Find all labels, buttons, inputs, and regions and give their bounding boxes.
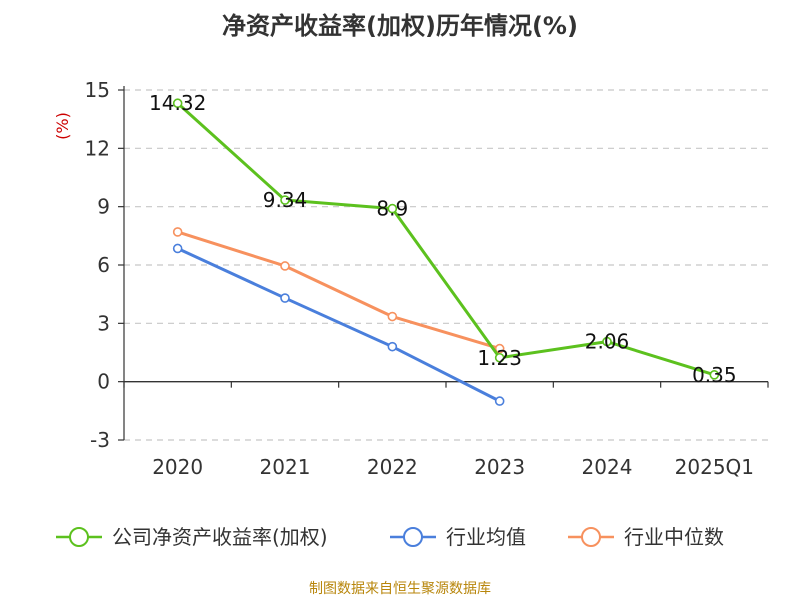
y-axis-label: (%)	[53, 112, 72, 140]
grid-layer	[124, 89, 768, 441]
legend-marker	[581, 527, 601, 547]
x-tick-label: 2020	[152, 455, 203, 479]
series-line	[176, 102, 715, 377]
series-line	[177, 247, 501, 403]
y-tick-label: -3	[90, 428, 110, 452]
data-label: 2.06	[585, 330, 630, 354]
data-point	[387, 203, 398, 214]
data-point	[280, 261, 290, 271]
legend-marker	[403, 527, 423, 547]
axis-layer: -3 0 3 6 9 12 15 2020 2021 2022 2023 2024 2025Q1 (%)	[53, 78, 769, 479]
data-label: 0.35	[692, 363, 737, 387]
legend-label: 行业均值	[446, 525, 526, 549]
data-label: 8.9	[376, 197, 408, 221]
y-tick-label: 12	[85, 136, 110, 160]
y-tick-label: 0	[97, 370, 110, 394]
data-point	[280, 293, 290, 303]
data-label: 9.34	[263, 188, 308, 212]
data-point	[387, 311, 398, 322]
data-point	[172, 98, 183, 109]
x-tick-label: 2021	[260, 455, 311, 479]
source-footer: 制图数据来自恒生聚源数据库	[309, 581, 491, 597]
data-label: 14.32	[149, 91, 206, 115]
legend: 公司净资产收益率(加权) 行业均值 行业中位数	[56, 525, 724, 549]
x-tick-label: 2024	[582, 455, 633, 479]
legend-item: 行业均值	[390, 525, 526, 549]
x-tick-label: 2025Q1	[675, 455, 754, 479]
data-point	[709, 370, 720, 380]
x-tick-label: 2022	[367, 455, 418, 479]
y-tick-label: 9	[97, 195, 110, 219]
legend-item: 公司净资产收益率(加权)	[56, 525, 328, 549]
data-point	[494, 352, 505, 363]
data-point	[280, 195, 290, 205]
y-tick-label: 15	[85, 78, 110, 102]
legend-item: 行业中位数	[568, 525, 724, 549]
legend-label: 公司净资产收益率(加权)	[112, 525, 328, 549]
series-line	[177, 230, 501, 351]
legend-label: 行业中位数	[624, 525, 724, 549]
data-point	[387, 341, 398, 352]
data-label: 1.23	[477, 346, 522, 370]
data-point	[494, 396, 505, 406]
data-label-layer: 14.32 9.34 8.9 1.23 2.06 0.35	[149, 91, 737, 387]
data-point	[602, 336, 612, 347]
series-layer	[172, 98, 720, 406]
data-point	[172, 227, 183, 237]
y-tick-label: 3	[97, 311, 110, 335]
x-tick-label: 2023	[474, 455, 525, 479]
chart-title: 净资产收益率(加权)历年情况(%)	[222, 12, 578, 40]
legend-marker	[69, 527, 89, 547]
data-point	[172, 243, 183, 254]
y-tick-label: 6	[97, 253, 110, 277]
data-point	[494, 343, 505, 354]
